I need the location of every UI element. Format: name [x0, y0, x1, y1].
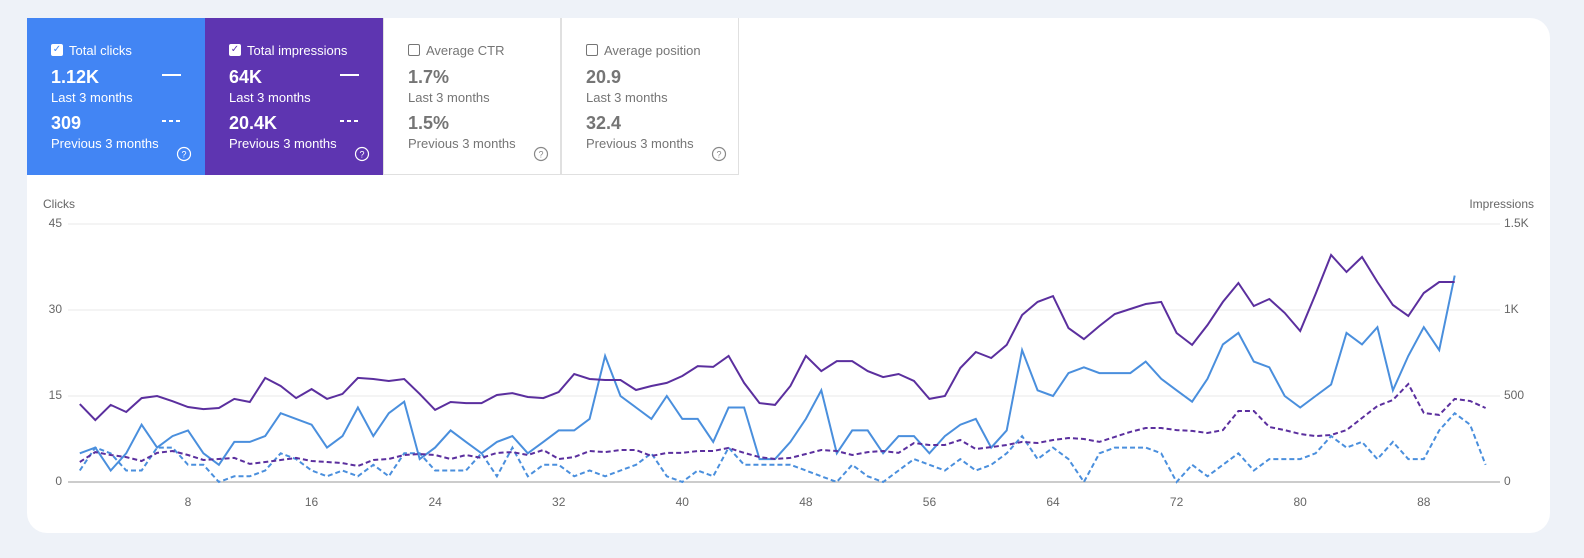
- checkbox[interactable]: ✓: [229, 44, 241, 56]
- previous-value: 32.4: [586, 113, 622, 133]
- x-tick-label: 72: [1170, 495, 1184, 509]
- tile-icons: ?: [711, 146, 727, 162]
- x-tick-label: 16: [305, 495, 319, 509]
- svg-text:?: ?: [538, 149, 543, 159]
- metric-tile[interactable]: Average CTR 1.7% Last 3 months 1.5% Previous…: [383, 18, 561, 175]
- y2-tick-label: 1.5K: [1504, 216, 1529, 230]
- current-value: 64K: [229, 67, 263, 87]
- previous-value: 1.5%: [408, 113, 450, 133]
- checkbox[interactable]: [586, 44, 598, 56]
- y-tick-label: 30: [49, 302, 63, 316]
- y-axis-title: Clicks: [43, 197, 75, 211]
- previous-period: Previous 3 months: [586, 136, 694, 151]
- x-tick-label: 88: [1417, 495, 1431, 509]
- metric-tile[interactable]: ✓ Total impressions 64K Last 3 months 20.4K P…: [205, 18, 383, 175]
- y2-tick-label: 1K: [1504, 302, 1519, 316]
- previous-period: Previous 3 months: [408, 136, 516, 151]
- metric-label: Total clicks: [69, 43, 132, 58]
- metric-label: Total impressions: [247, 43, 348, 58]
- x-tick-label: 40: [676, 495, 690, 509]
- current-period: Last 3 months: [408, 90, 490, 105]
- current-value: 1.12K: [51, 67, 100, 87]
- series-line: [79, 275, 1456, 473]
- metric-tile[interactable]: ✓ Total clicks 1.12K Last 3 months 309 Previo…: [27, 18, 205, 175]
- tile-icons: ?: [162, 74, 192, 162]
- tile-icons: ?: [340, 74, 370, 162]
- x-tick-label: 64: [1046, 495, 1060, 509]
- x-tick-label: 8: [185, 495, 192, 509]
- x-tick-label: 80: [1294, 495, 1308, 509]
- checkbox[interactable]: ✓: [51, 44, 63, 56]
- metric-label: Average position: [604, 43, 701, 58]
- series-line: [79, 382, 1487, 468]
- previous-value: 309: [51, 113, 82, 133]
- x-tick-label: 32: [552, 495, 566, 509]
- svg-text:?: ?: [716, 149, 721, 159]
- y2-tick-label: 0: [1504, 474, 1511, 488]
- y-tick-label: 0: [55, 474, 62, 488]
- previous-period: Previous 3 months: [51, 136, 159, 151]
- previous-value: 20.4K: [229, 113, 278, 133]
- series-line: [78, 411, 1487, 484]
- svg-text:?: ?: [181, 149, 186, 159]
- checkbox[interactable]: [408, 44, 420, 56]
- series-line: [79, 253, 1455, 422]
- tile-icons: ?: [533, 146, 549, 162]
- x-tick-label: 56: [923, 495, 937, 509]
- svg-text:?: ?: [359, 149, 364, 159]
- y-tick-label: 45: [49, 216, 63, 230]
- x-tick-label: 48: [799, 495, 813, 509]
- y-tick-label: 15: [49, 388, 63, 402]
- y2-axis-title: Impressions: [1469, 197, 1534, 211]
- current-value: 20.9: [586, 67, 622, 87]
- x-tick-label: 24: [428, 495, 442, 509]
- current-period: Last 3 months: [229, 90, 311, 105]
- current-period: Last 3 months: [51, 90, 133, 105]
- current-value: 1.7%: [408, 67, 450, 87]
- metric-tile[interactable]: Average position 20.9 Last 3 months 32.4 Pre…: [561, 18, 739, 175]
- y2-tick-label: 500: [1504, 388, 1524, 402]
- metric-label: Average CTR: [426, 43, 505, 58]
- previous-period: Previous 3 months: [229, 136, 337, 151]
- current-period: Last 3 months: [586, 90, 668, 105]
